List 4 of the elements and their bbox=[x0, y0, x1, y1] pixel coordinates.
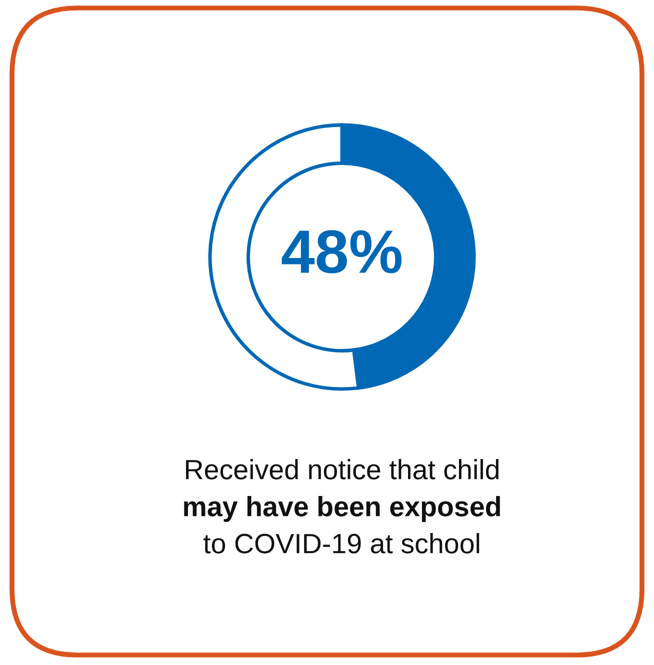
data-label: 48% bbox=[282, 230, 402, 274]
text: may have been exposed bbox=[184, 496, 500, 522]
text: to COVID-19 at school bbox=[203, 533, 480, 554]
text: Received notice that child bbox=[186, 459, 498, 480]
